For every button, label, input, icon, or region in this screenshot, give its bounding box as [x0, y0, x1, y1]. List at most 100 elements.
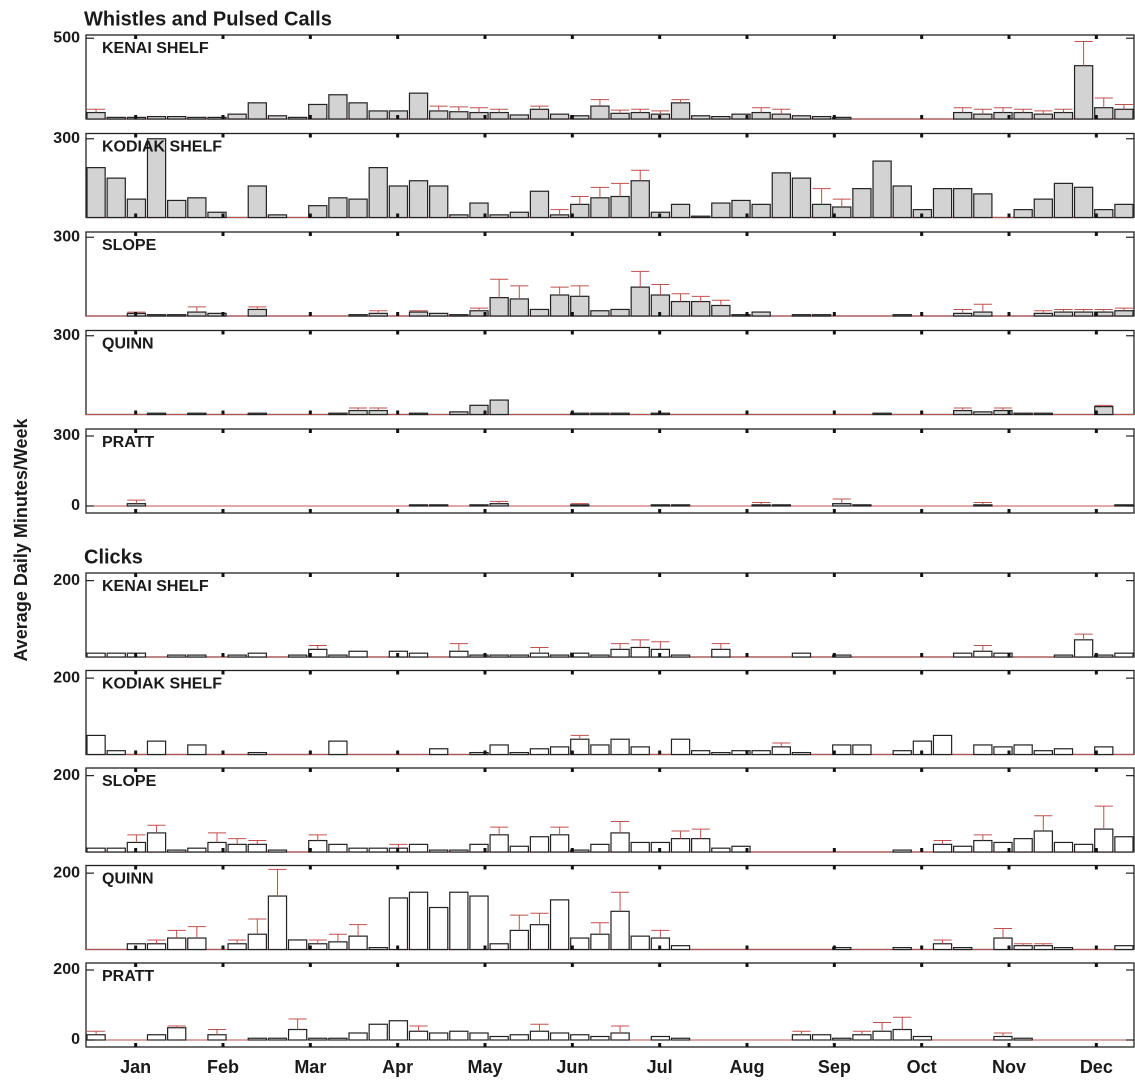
x-tick-label: Jun	[556, 1057, 588, 1077]
bar	[187, 847, 207, 853]
bar	[106, 750, 126, 756]
panel-frame	[85, 669, 1135, 756]
bar	[469, 404, 489, 416]
bar	[549, 899, 570, 951]
bar	[187, 654, 207, 658]
bar	[489, 503, 509, 507]
bar	[1114, 203, 1134, 219]
bar	[187, 412, 207, 416]
bar	[791, 1034, 812, 1041]
bar	[368, 946, 388, 951]
bar	[227, 943, 247, 951]
bar	[630, 111, 650, 120]
bar	[429, 185, 449, 219]
bar	[146, 943, 167, 951]
bar	[852, 188, 872, 219]
bar	[630, 935, 650, 951]
bar	[187, 744, 207, 756]
bar	[670, 1037, 691, 1041]
bar	[449, 1030, 469, 1041]
bar	[670, 203, 691, 219]
bar	[167, 654, 187, 658]
bar	[1053, 111, 1074, 120]
bar	[1013, 744, 1033, 756]
bar	[207, 211, 227, 219]
bar	[610, 112, 630, 120]
bar	[912, 1035, 933, 1041]
bar	[408, 311, 429, 317]
bar	[570, 937, 590, 951]
bar	[1053, 946, 1074, 951]
panel-frame	[85, 329, 1135, 416]
bar	[106, 652, 126, 658]
bar	[348, 102, 368, 120]
bar	[731, 314, 751, 317]
bar	[610, 738, 630, 756]
bar	[146, 115, 167, 120]
bar	[691, 750, 711, 756]
bar	[892, 314, 912, 317]
bar	[529, 652, 550, 658]
bar	[771, 172, 791, 219]
y-tick-label: 0	[71, 497, 80, 514]
bar	[368, 409, 388, 416]
bar	[953, 111, 973, 120]
bar	[489, 834, 509, 853]
bar	[993, 746, 1013, 756]
bar	[993, 841, 1013, 853]
bar	[670, 738, 691, 756]
bar	[892, 849, 912, 853]
panel-frame	[85, 34, 1135, 120]
bar	[872, 412, 892, 416]
bar	[368, 110, 388, 120]
bar	[146, 1034, 167, 1041]
bar	[791, 751, 812, 756]
bar	[388, 1020, 409, 1041]
bar	[227, 843, 247, 853]
panel-name: KODIAK SHELF	[102, 676, 222, 693]
bar	[549, 1032, 570, 1041]
bar	[126, 503, 147, 507]
bar	[167, 314, 187, 317]
bar	[590, 412, 610, 416]
bar	[549, 746, 570, 756]
bar	[86, 734, 106, 756]
bar	[670, 504, 691, 507]
bar	[832, 503, 852, 507]
bar	[1094, 746, 1114, 756]
bar	[993, 1035, 1013, 1041]
bar	[691, 115, 711, 120]
bar	[872, 160, 892, 219]
bar	[1013, 838, 1033, 853]
bar	[86, 847, 106, 853]
y-tick-label: 200	[53, 669, 80, 686]
bar	[670, 654, 691, 658]
bar	[146, 314, 167, 317]
bar	[267, 895, 288, 951]
bar	[308, 1037, 328, 1041]
bar	[852, 1034, 872, 1041]
panel-name: PRATT	[102, 968, 154, 985]
bar	[86, 652, 106, 658]
bar	[1033, 312, 1053, 317]
bar	[1033, 113, 1053, 120]
bar	[529, 108, 550, 120]
bar	[247, 933, 267, 951]
bar	[953, 312, 973, 317]
bar	[590, 197, 610, 219]
bar	[1114, 836, 1134, 853]
bar	[953, 188, 973, 219]
panel-frame	[85, 572, 1135, 658]
bar	[811, 314, 832, 317]
bar	[167, 1027, 187, 1041]
bar	[328, 197, 348, 219]
bar	[187, 311, 207, 317]
bar	[711, 202, 731, 219]
bar	[449, 111, 469, 120]
bar	[549, 294, 570, 317]
x-tick-label: Jan	[120, 1057, 151, 1077]
bar	[449, 411, 469, 416]
bar	[973, 311, 993, 317]
bar	[973, 113, 993, 120]
bar	[489, 654, 509, 658]
